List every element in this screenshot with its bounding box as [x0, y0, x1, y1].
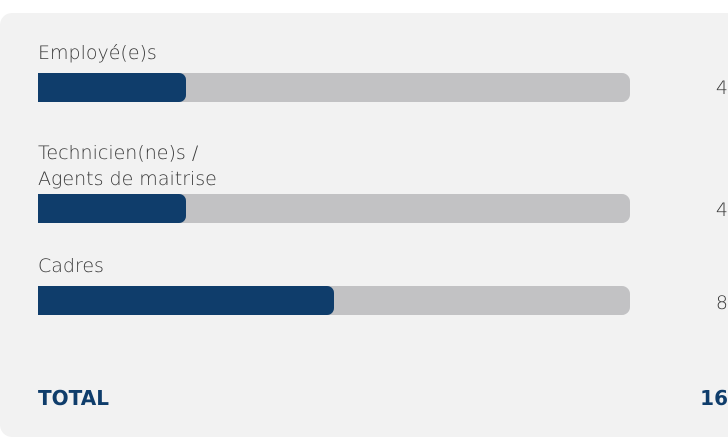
- bar-fill-techniciens: [38, 194, 186, 223]
- row-label-line: Employé(e)s: [38, 42, 157, 64]
- row-label-techniciens: Technicien(ne)s / Agents de maitrise: [38, 140, 217, 192]
- row-label-line: Technicien(ne)s /: [38, 142, 199, 164]
- bar-track-techniciens: [38, 194, 630, 223]
- bar-track-employes: [38, 73, 630, 102]
- row-label-cadres: Cadres: [38, 253, 104, 279]
- bar-fill-cadres: [38, 286, 334, 315]
- bar-track-cadres: [38, 286, 630, 315]
- row-label-employes: Employé(e)s: [38, 40, 157, 66]
- row-value-cadres: 8: [715, 292, 728, 314]
- row-label-line: Cadres: [38, 255, 104, 277]
- total-value: 16: [700, 386, 728, 410]
- row-value-techniciens: 4: [715, 199, 728, 221]
- row-label-line: Agents de maitrise: [38, 168, 217, 190]
- bar-fill-employes: [38, 73, 186, 102]
- total-label: TOTAL: [38, 386, 109, 410]
- row-value-employes: 4: [715, 77, 728, 99]
